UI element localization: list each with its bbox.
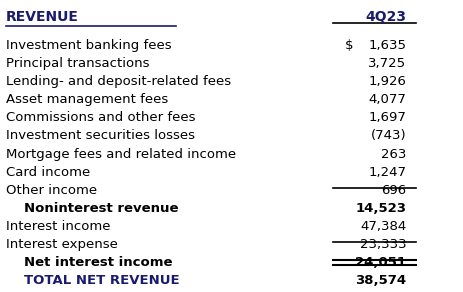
Text: 696: 696: [381, 184, 407, 197]
Text: 24,051: 24,051: [356, 256, 407, 269]
Text: (743): (743): [371, 129, 407, 142]
Text: TOTAL NET REVENUE: TOTAL NET REVENUE: [25, 274, 180, 287]
Text: Noninterest revenue: Noninterest revenue: [25, 202, 179, 215]
Text: 14,523: 14,523: [356, 202, 407, 215]
Text: $: $: [345, 39, 353, 52]
Text: 23,333: 23,333: [360, 238, 407, 251]
Text: Card income: Card income: [6, 166, 90, 179]
Text: 1,247: 1,247: [369, 166, 407, 179]
Text: 1,697: 1,697: [369, 111, 407, 124]
Text: Principal transactions: Principal transactions: [6, 57, 150, 70]
Text: 4Q23: 4Q23: [365, 10, 407, 24]
Text: Lending- and deposit-related fees: Lending- and deposit-related fees: [6, 75, 231, 88]
Text: 1,926: 1,926: [369, 75, 407, 88]
Text: Commissions and other fees: Commissions and other fees: [6, 111, 195, 124]
Text: 263: 263: [381, 147, 407, 161]
Text: Investment banking fees: Investment banking fees: [6, 39, 172, 52]
Text: Interest expense: Interest expense: [6, 238, 118, 251]
Text: Investment securities losses: Investment securities losses: [6, 129, 195, 142]
Text: 4,077: 4,077: [369, 93, 407, 106]
Text: 1,635: 1,635: [369, 39, 407, 52]
Text: Other income: Other income: [6, 184, 97, 197]
Text: 3,725: 3,725: [368, 57, 407, 70]
Text: Mortgage fees and related income: Mortgage fees and related income: [6, 147, 236, 161]
Text: Interest income: Interest income: [6, 220, 111, 233]
Text: 47,384: 47,384: [360, 220, 407, 233]
Text: Asset management fees: Asset management fees: [6, 93, 168, 106]
Text: Net interest income: Net interest income: [25, 256, 173, 269]
Text: 38,574: 38,574: [355, 274, 407, 287]
Text: REVENUE: REVENUE: [6, 10, 79, 24]
